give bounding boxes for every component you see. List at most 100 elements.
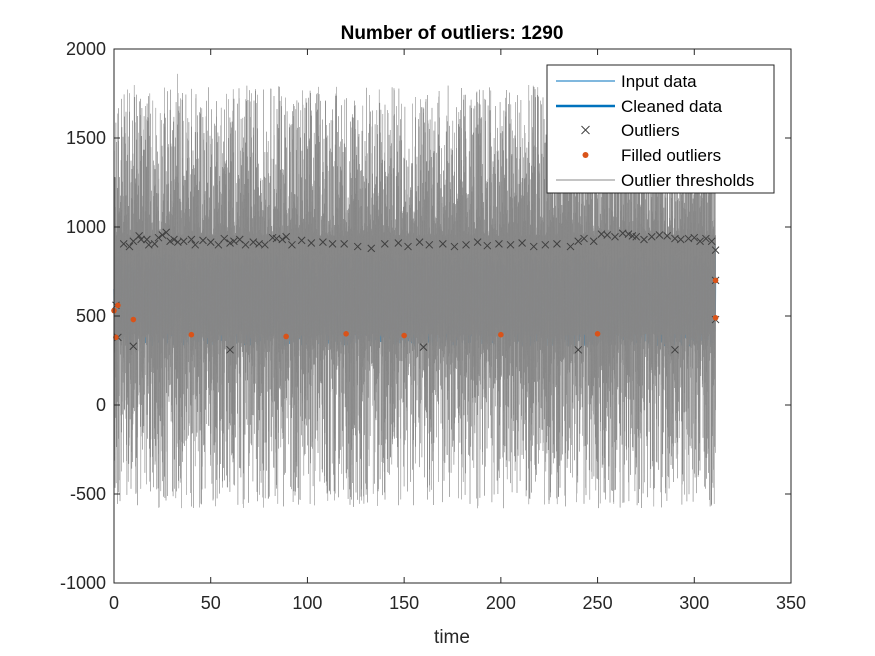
- outlier-marker: [566, 242, 575, 251]
- y-tick-label: 1500: [66, 128, 106, 148]
- x-tick-label: 150: [389, 593, 419, 613]
- filled-outlier-marker: [401, 332, 407, 339]
- filled-outlier-marker: [712, 277, 719, 284]
- outlier-marker: [483, 241, 492, 250]
- legend: Input data Cleaned data Outliers Filled out…: [546, 64, 775, 194]
- legend-label: Cleaned data: [621, 97, 723, 116]
- outlier-marker: [655, 231, 664, 239]
- outlier-marker: [191, 240, 200, 249]
- outlier-marker: [404, 242, 412, 251]
- x-axis-label: time: [434, 627, 470, 648]
- outlier-marker: [603, 231, 612, 239]
- outlier-marker: [663, 232, 672, 240]
- x-tick-label: 100: [292, 593, 322, 613]
- outlier-marker: [380, 240, 389, 248]
- outlier-marker: [367, 244, 376, 253]
- x-tick-label: 350: [776, 593, 806, 613]
- outlier-marker: [438, 240, 447, 248]
- legend-label: Input data: [621, 72, 697, 91]
- outlier-marker: [450, 242, 459, 251]
- outlier-marker: [170, 235, 178, 244]
- outlier-marker: [394, 239, 403, 247]
- filled-outlier-marker: [188, 331, 195, 338]
- outlier-marker: [553, 240, 561, 248]
- outlier-marker: [518, 239, 526, 247]
- outlier-marker: [696, 237, 704, 246]
- outlier-marker: [206, 238, 215, 246]
- plot-area: [111, 73, 720, 509]
- x-tick-label: 200: [486, 593, 516, 613]
- filled-outlier-marker: [113, 334, 119, 341]
- outlier-marker: [162, 228, 171, 237]
- x-tick-label: 50: [201, 593, 221, 613]
- outlier-marker: [125, 242, 134, 251]
- outlier-marker: [249, 238, 258, 246]
- y-tick-label: -500: [70, 484, 106, 504]
- outlier-marker: [135, 232, 143, 240]
- outlier-marker: [150, 240, 159, 248]
- outlier-marker: [353, 242, 362, 251]
- outlier-marker: [230, 237, 238, 246]
- series-outlier-thresholds: [113, 73, 716, 509]
- outlier-marker: [647, 232, 656, 241]
- filled-outlier-marker: [594, 331, 601, 337]
- outlier-marker: [711, 246, 720, 254]
- outlier-marker: [187, 235, 196, 244]
- legend-swatch-outliers: [581, 125, 590, 135]
- outlier-marker: [541, 240, 550, 249]
- legend-label: Outlier thresholds: [621, 171, 754, 190]
- outlier-marker: [143, 235, 151, 244]
- outlier-marker: [624, 230, 633, 238]
- y-tick-label: 0: [96, 395, 106, 415]
- filled-outlier-marker: [343, 331, 349, 337]
- filled-outlier-marker: [283, 333, 289, 340]
- outlier-marker: [166, 237, 174, 246]
- y-tick-label: 1000: [66, 217, 106, 237]
- outlier-marker: [319, 238, 327, 246]
- outlier-marker: [473, 238, 482, 246]
- outlier-marker: [297, 236, 306, 245]
- outlier-marker: [119, 240, 128, 248]
- outlier-marker: [129, 342, 138, 351]
- outlier-marker: [226, 239, 234, 247]
- outlier-marker: [702, 234, 710, 243]
- y-tick-label: -1000: [60, 573, 106, 593]
- outlier-marker: [707, 237, 716, 246]
- filled-outlier-marker: [130, 316, 137, 323]
- chart-title: Number of outliers: 1290: [341, 23, 564, 44]
- outlier-marker: [288, 240, 296, 249]
- outlier-marker: [676, 235, 685, 244]
- outlier-marker: [340, 240, 349, 248]
- filled-outlier-marker: [712, 314, 719, 321]
- outlier-marker: [214, 240, 223, 249]
- outlier-marker: [611, 232, 619, 241]
- outlier-marker: [179, 237, 188, 246]
- filled-outlier-marker: [498, 331, 504, 338]
- outlier-marker: [261, 240, 269, 249]
- legend-label: Outliers: [621, 121, 680, 140]
- outlier-marker: [690, 233, 699, 242]
- outlier-marker: [419, 343, 428, 352]
- filled-outlier-marker: [115, 302, 121, 309]
- outlier-marker: [462, 240, 470, 249]
- outlier-marker: [589, 237, 598, 246]
- x-tick-label: 300: [679, 593, 709, 613]
- outlier-marker: [640, 235, 648, 244]
- y-tick-label: 500: [76, 306, 106, 326]
- outlier-marker: [226, 345, 234, 354]
- outlier-marker: [529, 242, 538, 251]
- outlier-marker: [307, 239, 316, 247]
- outlier-marker: [282, 232, 291, 241]
- outlier-marker: [220, 234, 229, 243]
- outlier-marker: [425, 240, 434, 249]
- outlier-marker: [137, 235, 145, 244]
- legend-swatch-filled-outliers: [582, 152, 589, 158]
- outlier-marker: [574, 345, 583, 354]
- legend-label: Filled outliers: [621, 146, 721, 165]
- outlier-marker: [328, 240, 337, 248]
- outlier-marker: [495, 240, 503, 248]
- x-tick-label: 250: [583, 593, 613, 613]
- outlier-marker: [671, 345, 679, 354]
- y-tick-label: 2000: [66, 39, 106, 59]
